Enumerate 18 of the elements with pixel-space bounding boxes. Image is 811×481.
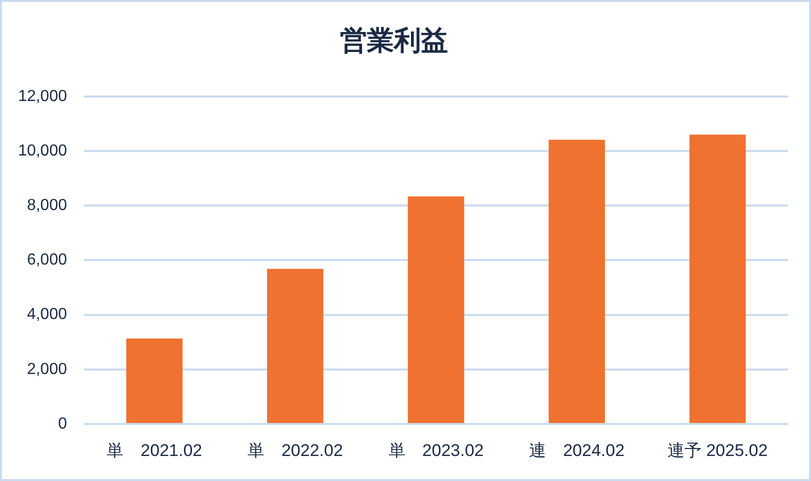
y-tick-label: 4,000 [26, 306, 68, 324]
y-tick-label: 0 [58, 415, 68, 432]
bar [548, 140, 605, 423]
x-tick-label: 単 2022.02 [247, 440, 343, 460]
bar [408, 196, 464, 423]
bar [267, 268, 324, 423]
y-tick-label: 6,000 [26, 252, 68, 269]
chart-title: 営業利益 [340, 26, 448, 56]
y-tick-label: 2,000 [26, 360, 68, 378]
x-tick-label: 連 2024.02 [529, 440, 625, 460]
x-tick-label: 単 2023.02 [388, 440, 484, 460]
x-tick-label: 単 2021.02 [106, 440, 202, 460]
bar [126, 338, 183, 423]
y-tick-label: 10,000 [18, 142, 68, 160]
y-tick-label: 12,000 [18, 88, 68, 105]
y-tick-label: 8,000 [26, 197, 68, 214]
x-tick-label: 連予 2025.02 [668, 440, 768, 460]
bar [689, 134, 746, 423]
